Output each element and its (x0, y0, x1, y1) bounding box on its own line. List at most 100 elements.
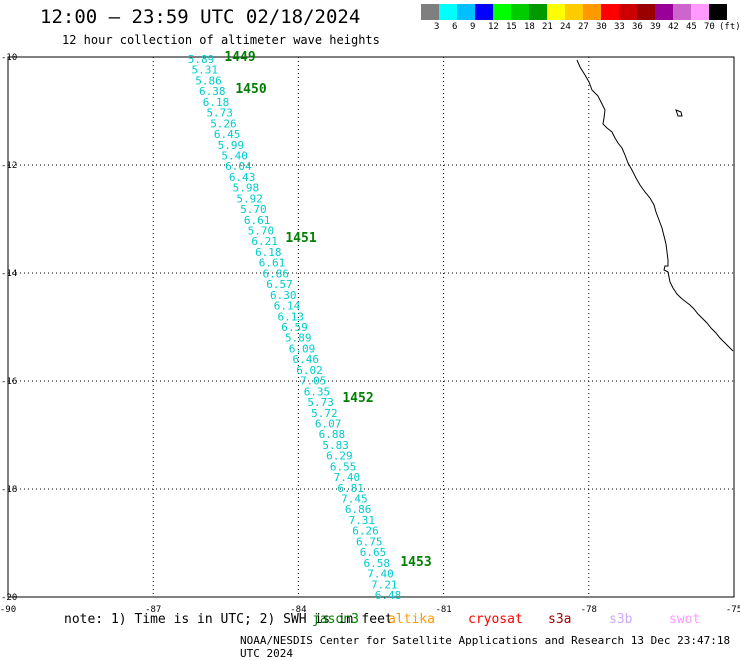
swh-track: 5.895.315.866.386.185.735.266.455.995.40… (188, 53, 402, 602)
lat-tick-label: -16 (1, 377, 17, 387)
swh-label: 5.83 (322, 439, 349, 452)
island (675, 109, 683, 117)
swh-label: 6.81 (337, 482, 364, 495)
scale-swatch (709, 4, 727, 20)
scale-label: 21 (542, 22, 553, 32)
satellite-legend-item: altika (388, 612, 435, 627)
scale-swatch (511, 4, 529, 20)
scale-swatch (421, 4, 439, 20)
swh-label: 6.07 (315, 417, 342, 430)
swh-label: 6.26 (352, 525, 379, 538)
swh-label: 6.46 (292, 353, 319, 366)
swh-label: 6.65 (360, 546, 387, 559)
satellite-legend-item: cryosat (468, 612, 523, 627)
time-label: 1452 (342, 391, 373, 406)
lon-tick-label: -78 (581, 605, 597, 615)
scale-swatch (673, 4, 691, 20)
swh-label: 6.88 (319, 428, 346, 441)
satellite-legend-item: s3b (609, 612, 633, 627)
swh-label: 6.59 (281, 321, 308, 334)
lat-tick-label: -12 (1, 161, 17, 171)
swh-label: 6.45 (214, 128, 241, 141)
satellite-legend-item: jason3 (312, 612, 359, 627)
scale-label: 3 (434, 22, 440, 32)
swh-label: 5.26 (210, 117, 237, 130)
swh-label: 6.21 (251, 235, 278, 248)
scale-swatch (475, 4, 493, 20)
swh-label: 6.38 (199, 85, 226, 98)
swh-label: 6.86 (345, 503, 372, 516)
scale-label: 27 (578, 22, 589, 32)
swh-label: 6.35 (304, 385, 331, 398)
lat-tick-label: -20 (1, 593, 17, 603)
lon-tick-label: -90 (0, 605, 16, 615)
lon-tick-label: -75 (726, 605, 740, 615)
credit-line: NOAA/NESDIS Center for Satellite Applica… (240, 634, 731, 660)
swh-label: 5.72 (311, 407, 338, 420)
swh-label: 6.61 (259, 257, 286, 270)
lon-tick-label: -84 (290, 605, 306, 615)
lon-tick-label: -81 (435, 605, 451, 615)
swh-label: 5.92 (236, 192, 263, 205)
swh-label: 7.05 (300, 375, 327, 388)
scale-swatch (439, 4, 457, 20)
page-title: 12:00 — 23:59 UTC 02/18/2024 (40, 6, 361, 28)
time-label: 1451 (285, 231, 316, 246)
swh-label: 6.30 (270, 289, 297, 302)
map-border (7, 56, 735, 598)
map-frame (7, 56, 735, 598)
scale-swatch (583, 4, 601, 20)
scale-label: 15 (506, 22, 517, 32)
swh-label: 5.70 (240, 203, 267, 216)
scale-label: 6 (452, 22, 458, 32)
swh-label: 6.75 (356, 535, 383, 548)
swh-label: 6.43 (229, 171, 256, 184)
lat-lon-grid: -90 -87 -84 -81 -78 -75 -10 -12 -14 -16 -18 -20 (0, 53, 740, 615)
scale-swatch (691, 4, 709, 20)
scale-swatch (457, 4, 475, 20)
swh-label: 6.29 (326, 450, 353, 463)
swh-label: 6.58 (364, 557, 391, 570)
scale-swatch (637, 4, 655, 20)
time-label: 1453 (400, 555, 431, 570)
scale-label: 33 (614, 22, 625, 32)
swh-label: 5.40 (221, 149, 248, 162)
swh-label: 6.18 (203, 96, 230, 109)
swh-label: 5.89 (285, 332, 312, 345)
lat-tick-label: -18 (1, 485, 17, 495)
scale-label: 12 (488, 22, 499, 32)
swh-label: 6.48 (375, 589, 402, 602)
swh-label: 5.99 (218, 139, 245, 152)
time-label: 1449 (224, 50, 255, 65)
page-subtitle: 12 hour collection of altimeter wave hei… (62, 33, 380, 47)
time-label: 1450 (235, 82, 266, 97)
lat-tick-label: -14 (1, 269, 17, 279)
scale-label: 45 (686, 22, 697, 32)
swh-label: 5.98 (233, 182, 260, 195)
scale-swatch (547, 4, 565, 20)
scale-label: 24 (560, 22, 571, 32)
swh-label: 6.14 (274, 300, 301, 313)
footer-note: note: 1) Time is in UTC; 2) SWH is in fe… (64, 612, 393, 627)
swh-label: 6.13 (278, 310, 305, 323)
scale-swatch (655, 4, 673, 20)
scale-swatch (493, 4, 511, 20)
swh-label: 7.40 (367, 568, 394, 581)
scale-swatch (601, 4, 619, 20)
south-america-coastline (576, 59, 734, 352)
swh-label: 5.86 (195, 74, 222, 87)
swh-label: 5.89 (188, 53, 215, 66)
swh-label: 6.09 (289, 342, 316, 355)
scale-swatch (529, 4, 547, 20)
scale-label: 39 (650, 22, 661, 32)
color-scale-labels: 3 6 9 12 15 18 21 24 27 30 33 36 39 42 45 70 (ft) (421, 22, 740, 34)
scale-label: 18 (524, 22, 535, 32)
satellite-legend-item: s3a (548, 612, 572, 627)
swh-label: 5.73 (307, 396, 334, 409)
swh-label: 5.31 (191, 64, 218, 77)
swh-label: 7.45 (341, 493, 368, 506)
swh-label: 5.70 (248, 225, 275, 238)
swh-label: 6.86 (263, 267, 290, 280)
